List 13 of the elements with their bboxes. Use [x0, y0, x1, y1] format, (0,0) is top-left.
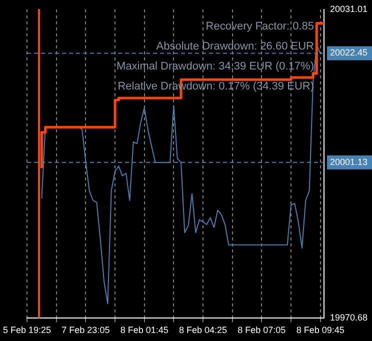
annotation: Recovery Factor: 0.85	[206, 20, 314, 32]
x-tick-label: 8 Feb 07:05	[238, 325, 286, 336]
annotation: Maximal Drawdown: 34.39 EUR (0.17%)	[116, 60, 314, 72]
x-tick-label: 8 Feb 09:45	[296, 325, 344, 336]
x-tick-label: 8 Feb 01:45	[120, 325, 168, 336]
y-tick-label: 20001.13	[330, 156, 368, 167]
annotation: Absolute Drawdown: 26.60 EUR	[156, 40, 314, 52]
x-tick-label: 7 Feb 23:05	[62, 325, 110, 336]
x-tick-label: 5 Feb 19:25	[2, 325, 52, 336]
y-tick-label: 19970.68	[330, 312, 368, 323]
y-tick-label: 20031.01	[330, 4, 368, 14]
x-tick-label: 8 Feb 04:25	[178, 325, 228, 336]
y-tick-label: 20022.45	[330, 48, 368, 58]
